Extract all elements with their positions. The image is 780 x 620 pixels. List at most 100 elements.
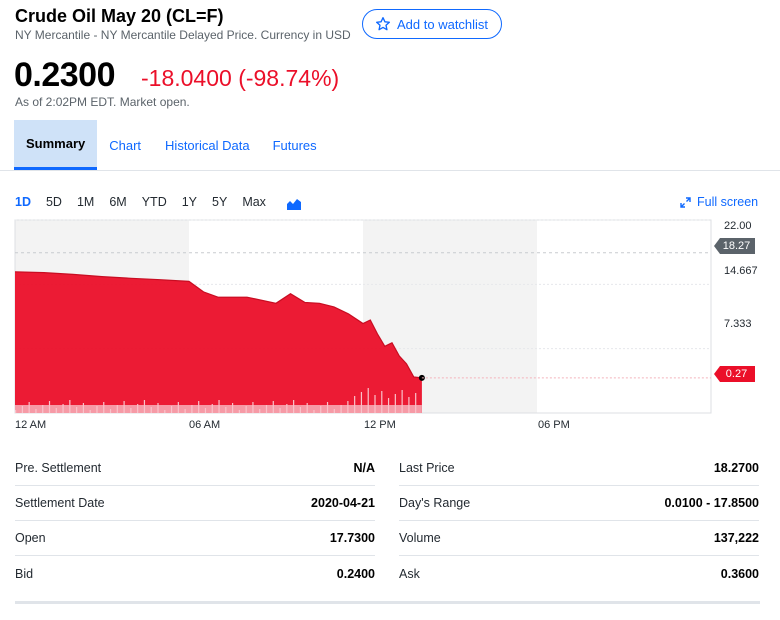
tab-futures[interactable]: Futures <box>272 137 317 153</box>
volume-bar <box>15 410 17 413</box>
stat-label: Ask <box>399 566 420 581</box>
stats-row-settlement-date: Settlement Date 2020-04-21 <box>15 486 375 521</box>
tab-divider <box>0 170 780 171</box>
range-5d[interactable]: 5D <box>45 195 62 209</box>
volume-bar <box>299 407 302 413</box>
range-1m[interactable]: 1M <box>76 195 95 209</box>
volume-bar <box>360 392 363 413</box>
quote-tabs: Summary Chart Historical Data Futures <box>14 120 329 170</box>
volume-bar <box>354 396 356 413</box>
quote-timestamp: As of 2:02PM EDT. Market open. <box>15 95 190 109</box>
volume-bar <box>109 409 112 413</box>
range-max[interactable]: Max <box>242 195 266 209</box>
volume-bar <box>35 409 37 413</box>
stats-right-column: Last Price 18.2700 Day's Range 0.0100 - … <box>399 451 759 591</box>
volume-bar <box>333 409 335 413</box>
x-tick-label: 06 PM <box>538 419 570 431</box>
volume-bar <box>374 395 376 413</box>
volume-bar <box>367 388 369 413</box>
tab-chart[interactable]: Chart <box>109 137 142 153</box>
volume-bar <box>279 408 281 413</box>
volume-bar <box>340 405 342 413</box>
volume-bar <box>218 400 220 413</box>
stat-value: 18.2700 <box>713 461 759 475</box>
volume-bar <box>69 400 71 413</box>
section-divider <box>15 601 760 604</box>
volume-bar <box>137 404 139 413</box>
volume-bar <box>150 407 152 413</box>
volume-bar <box>252 402 254 413</box>
quote-title: Crude Oil May 20 (CL=F) <box>15 6 224 26</box>
volume-bar <box>130 408 132 413</box>
tab-historical-data[interactable]: Historical Data <box>165 137 250 153</box>
x-tick-label: 06 AM <box>189 419 221 431</box>
y-tick-label: 14.667 <box>724 265 758 277</box>
volume-bar <box>21 406 23 413</box>
volume-bar <box>164 410 166 413</box>
volume-bar <box>177 402 179 413</box>
stat-value: 0.2400 <box>336 566 375 581</box>
volume-bar <box>143 400 146 413</box>
prev-close-marker: 18.27 <box>714 238 755 254</box>
volume-bar <box>82 403 85 413</box>
stat-label: Pre. Settlement <box>15 461 102 475</box>
volume-bar <box>62 404 64 413</box>
range-1y[interactable]: 1Y <box>181 195 198 209</box>
stat-value: 137,222 <box>713 531 759 545</box>
volume-bar <box>48 401 51 413</box>
volume-bar <box>170 406 173 413</box>
price-line <box>14 271 422 379</box>
volume-bar <box>116 405 118 413</box>
volume-bar <box>28 402 30 413</box>
stat-label: Open <box>15 531 46 545</box>
volume-bar <box>198 401 200 413</box>
volume-bar <box>42 405 44 413</box>
price-chart[interactable] <box>0 215 780 420</box>
volume-bar <box>293 400 295 413</box>
volume-bar <box>306 403 308 413</box>
volume-bar <box>123 401 125 413</box>
tab-summary[interactable]: Summary <box>14 120 98 170</box>
volume-bar <box>272 401 274 413</box>
volume-bar <box>76 407 78 413</box>
volume-bar <box>55 408 57 413</box>
stats-left-column: Pre. Settlement N/A Settlement Date 2020… <box>15 451 375 591</box>
volume-bar <box>313 410 315 413</box>
x-tick-label: 12 PM <box>364 419 396 431</box>
stat-value: 2020-04-21 <box>311 496 375 510</box>
stat-label: Settlement Date <box>15 496 105 510</box>
price-change: -18.0400 (-98.74%) <box>141 65 340 91</box>
volume-bar <box>204 408 207 413</box>
add-to-watchlist-button[interactable]: Add to watchlist <box>362 9 502 39</box>
range-6m[interactable]: 6M <box>109 195 127 209</box>
watchlist-label: Add to watchlist <box>397 16 489 32</box>
volume-bar <box>103 402 105 413</box>
range-5y[interactable]: 5Y <box>212 195 228 209</box>
stats-row-bid: Bid 0.2400 <box>15 556 375 591</box>
volume-bar <box>211 404 213 413</box>
current-price: 0.2300 <box>14 56 116 94</box>
area-chart-icon[interactable] <box>287 197 301 210</box>
expand-icon <box>680 196 691 208</box>
volume-bar <box>89 410 91 413</box>
last-price-marker: 0.27 <box>714 366 755 382</box>
full-screen-button[interactable]: Full screen <box>680 195 758 209</box>
volume-bar <box>320 406 322 413</box>
volume-bar <box>96 406 98 413</box>
volume-bar <box>347 401 349 413</box>
stat-label: Day's Range <box>399 496 471 510</box>
price-area <box>15 271 422 413</box>
x-tick-label: 12 AM <box>15 419 47 431</box>
volume-bar <box>401 390 403 413</box>
stat-value: N/A <box>353 461 375 475</box>
stats-row-pre-settlement: Pre. Settlement N/A <box>15 451 375 486</box>
range-selector: 1D 5D 1M 6M YTD 1Y 5Y Max <box>15 195 281 209</box>
stats-row-ask: Ask 0.3600 <box>399 556 759 591</box>
stats-row-days-range: Day's Range 0.0100 - 17.8500 <box>399 486 759 521</box>
y-tick-label: 22.00 <box>724 220 752 232</box>
volume-bar <box>245 406 247 413</box>
range-ytd[interactable]: YTD <box>141 195 167 209</box>
stat-label: Last Price <box>399 461 455 475</box>
range-1d[interactable]: 1D <box>15 195 31 209</box>
y-tick-label: 7.333 <box>724 318 752 330</box>
